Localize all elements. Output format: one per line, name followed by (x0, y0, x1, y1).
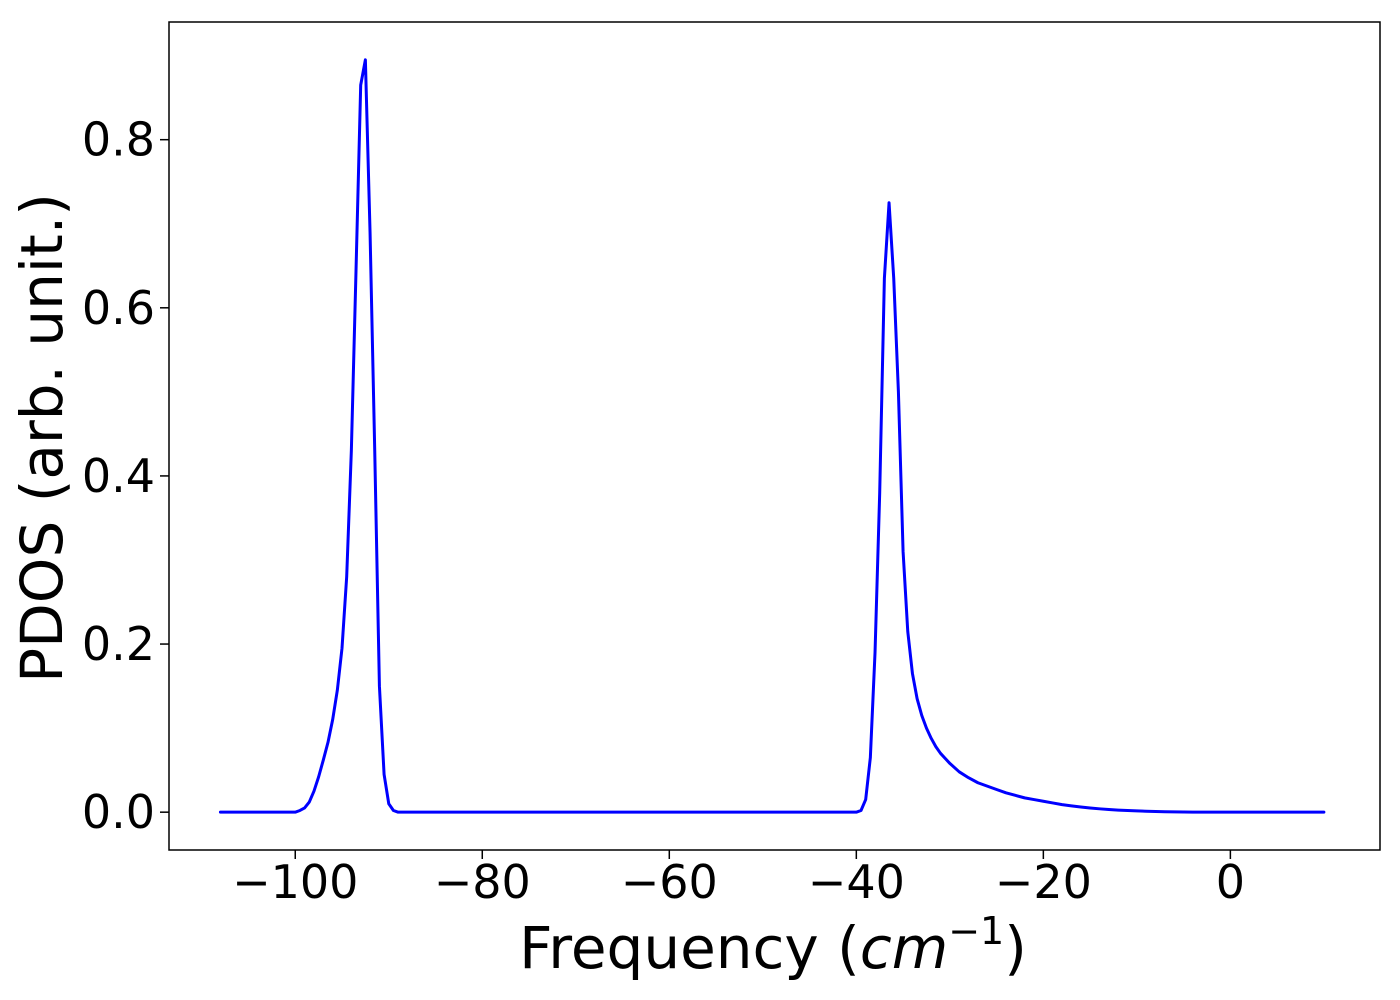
y-axis-label: PDOS (arb. unit.) (8, 193, 76, 683)
y-tick-label: 0.4 (82, 449, 155, 503)
plot-frame (168, 21, 1381, 851)
x-tick-label: −40 (808, 855, 905, 909)
x-tick-label: −80 (434, 855, 531, 909)
series-line (218, 58, 1326, 814)
y-tick-label: 0.2 (82, 617, 155, 671)
x-tick-label: 0 (1216, 855, 1245, 909)
x-tick-label: −20 (995, 855, 1092, 909)
x-tick-label: −100 (232, 855, 358, 909)
y-axis-ticks: 0.0 0.2 0.4 0.6 0.8 (82, 113, 169, 839)
y-tick-label: 0.0 (82, 785, 155, 839)
x-axis-label: Frequency (cm−1) (519, 909, 1027, 982)
x-axis-ticks: −100 −80 −60 −40 −20 0 (232, 850, 1245, 909)
y-tick-label: 0.6 (82, 281, 155, 335)
y-tick-label: 0.8 (82, 113, 155, 167)
x-tick-label: −60 (621, 855, 718, 909)
